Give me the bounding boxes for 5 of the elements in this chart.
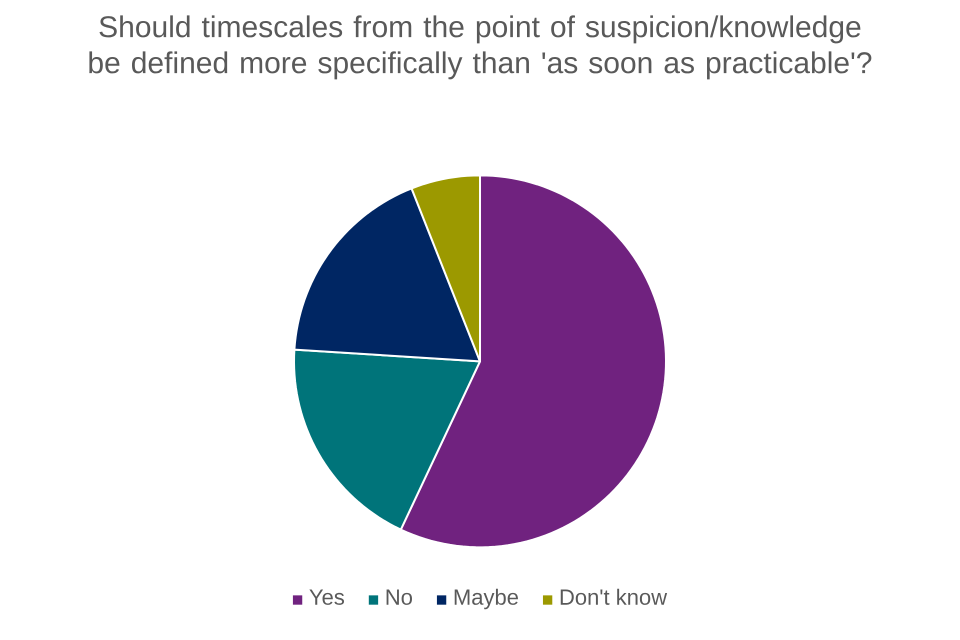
legend-label: Don't know	[560, 588, 668, 605]
legend-label: No	[386, 590, 412, 605]
legend-label: Yes	[309, 590, 344, 605]
chart-title: Should timescales from the point of suspicion/knowledge be defined more specifically than 'as soon as practicable'?	[89, 15, 872, 80]
legend-label: Maybe	[454, 588, 518, 610]
